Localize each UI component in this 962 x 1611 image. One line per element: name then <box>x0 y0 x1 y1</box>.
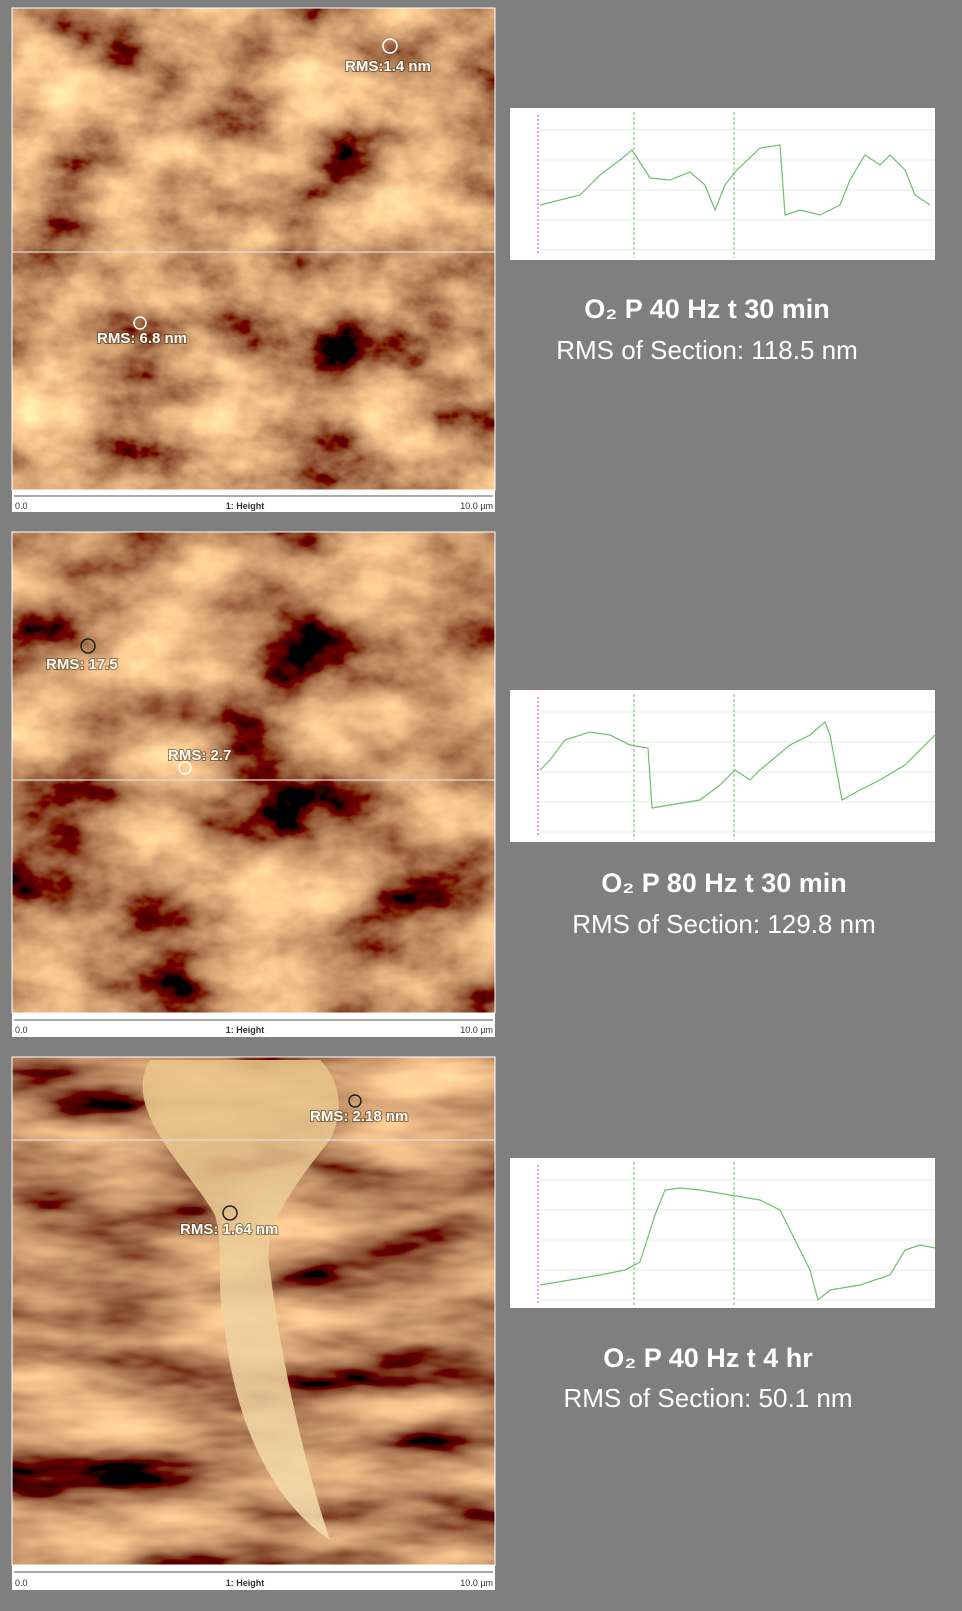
scale-end: 10.0 µm <box>460 501 493 511</box>
afm-panel: RMS: 2.18 nm RMS: 1.64 nm 0.0 1: Height … <box>12 1057 495 1590</box>
caption-title: O₂ P 40 Hz t 30 min <box>584 294 830 324</box>
scale-start: 0.0 <box>15 501 28 511</box>
section-profile <box>510 108 935 260</box>
scale-title: 1: Height <box>226 501 265 511</box>
annotation: RMS: 2.18 nm <box>310 1108 408 1125</box>
caption-title: O₂ P 80 Hz t 30 min <box>601 868 847 898</box>
caption-rms: RMS of Section: 118.5 nm <box>556 335 858 365</box>
scale-title: 1: Height <box>226 1025 265 1035</box>
caption-rms: RMS of Section: 129.8 nm <box>572 909 875 939</box>
afm-image <box>12 8 495 490</box>
caption-title: O₂ P 40 Hz t 4 hr <box>603 1343 813 1373</box>
scale-start: 0.0 <box>15 1578 28 1588</box>
annotation: RMS: 6.8 nm <box>97 330 187 347</box>
scale-start: 0.0 <box>15 1025 28 1035</box>
scale-title: 1: Height <box>226 1578 265 1588</box>
annotation: RMS: 1.64 nm <box>180 1221 278 1238</box>
afm-image <box>12 532 495 1013</box>
section-profile <box>510 690 935 842</box>
afm-panel: RMS:1.4 nm RMS: 6.8 nm 0.0 1: Height 10.… <box>12 8 495 512</box>
caption-rms: RMS of Section: 50.1 nm <box>563 1383 852 1413</box>
annotation: RMS:1.4 nm <box>345 58 431 75</box>
scale-end: 10.0 µm <box>460 1578 493 1588</box>
page: RMS:1.4 nm RMS: 6.8 nm 0.0 1: Height 10.… <box>0 0 962 1611</box>
scale-end: 10.0 µm <box>460 1025 493 1035</box>
annotation: RMS: 2.7 <box>168 747 231 764</box>
section-profile <box>510 1158 935 1308</box>
figure: RMS:1.4 nm RMS: 6.8 nm 0.0 1: Height 10.… <box>0 0 962 1611</box>
afm-panel: RMS: 17.5 RMS: 2.7 0.0 1: Height 10.0 µm <box>12 532 495 1037</box>
annotation: RMS: 17.5 <box>46 656 118 673</box>
